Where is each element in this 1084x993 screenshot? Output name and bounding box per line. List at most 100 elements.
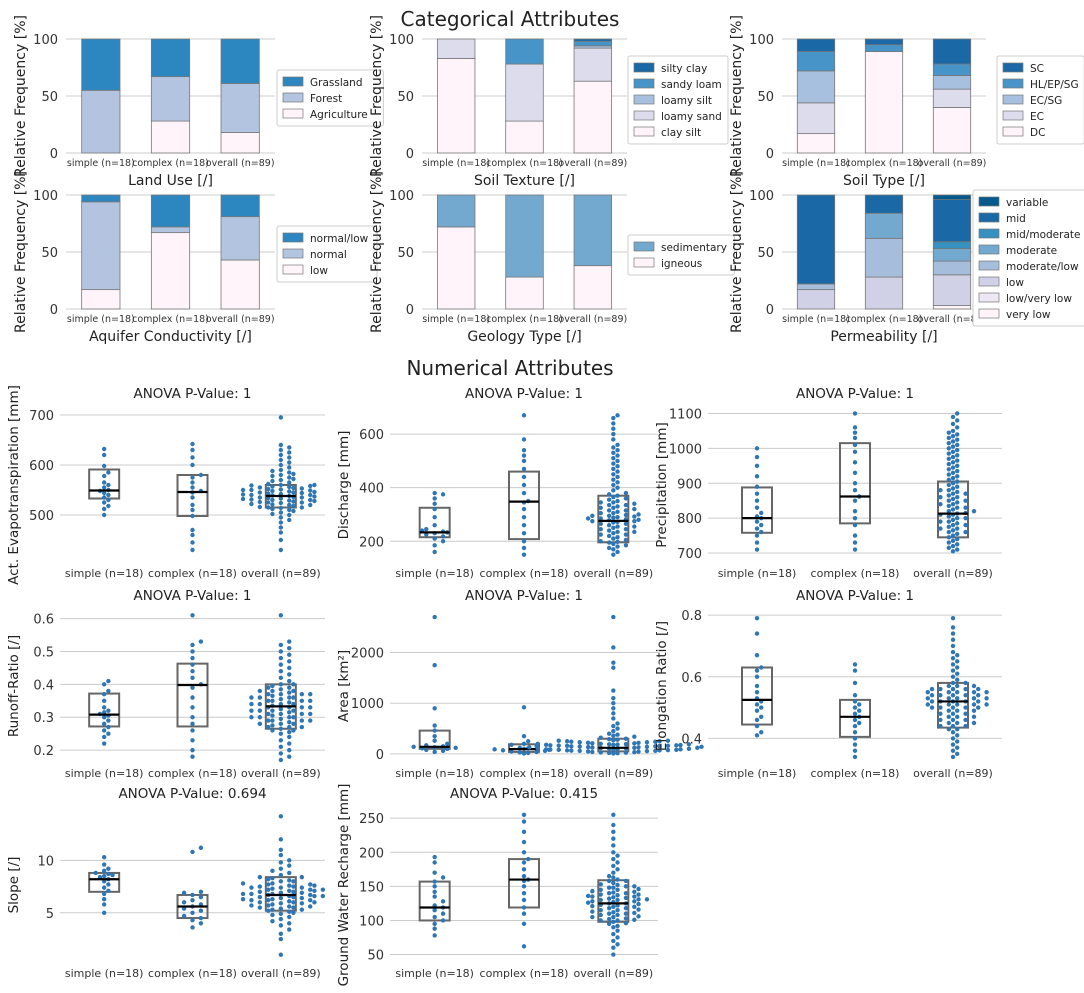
- data-point: [308, 898, 313, 903]
- data-point: [521, 506, 527, 512]
- data-point: [963, 693, 968, 698]
- data-point: [240, 492, 246, 497]
- data-point: [287, 870, 292, 876]
- data-point: [754, 652, 760, 658]
- data-point: [955, 696, 960, 701]
- data-point: [287, 690, 292, 695]
- data-point: [249, 891, 254, 897]
- data-point: [611, 931, 616, 937]
- data-point: [611, 536, 616, 541]
- y-tick-label: 5: [46, 907, 54, 922]
- data-point: [424, 747, 429, 753]
- data-point: [312, 900, 317, 905]
- y-tick-label: 0: [766, 303, 774, 318]
- data-point: [278, 731, 284, 736]
- data-point: [852, 435, 858, 441]
- legend-swatch: [633, 94, 655, 105]
- data-point: [950, 454, 956, 460]
- legend-label: moderate/low: [1006, 261, 1079, 273]
- data-point: [266, 724, 271, 730]
- data-point: [440, 534, 446, 539]
- data-point: [623, 920, 629, 926]
- data-point: [929, 686, 935, 692]
- data-point: [266, 718, 271, 723]
- data-point: [971, 720, 977, 726]
- data-point: [101, 480, 107, 485]
- data-point: [101, 715, 107, 720]
- y-tick-label: 1000: [351, 697, 384, 712]
- data-point: [190, 507, 195, 513]
- data-point: [695, 745, 700, 751]
- data-point: [615, 737, 620, 742]
- data-point: [950, 538, 956, 544]
- data-point: [606, 545, 612, 551]
- data-point: [424, 526, 429, 532]
- y-tick-label: 50: [397, 90, 414, 105]
- data-point: [278, 477, 284, 483]
- y-tick-label: 400: [359, 482, 384, 497]
- data-point: [950, 470, 956, 475]
- data-point: [101, 446, 107, 452]
- data-point: [971, 683, 977, 689]
- data-point: [615, 721, 620, 726]
- bar-segment-clay-silt: [573, 80, 613, 154]
- data-point: [278, 711, 284, 717]
- bar-segment-hl-ep-sg: [864, 44, 904, 52]
- legend-swatch: [633, 62, 655, 73]
- data-point: [950, 668, 956, 673]
- data-point: [190, 695, 195, 700]
- data-point: [611, 645, 616, 650]
- data-point: [615, 750, 620, 756]
- data-point: [521, 867, 527, 872]
- legend-label: mid/moderate: [1006, 229, 1080, 241]
- data-point: [270, 478, 275, 484]
- data-point: [270, 896, 275, 902]
- data-point: [101, 885, 107, 890]
- x-axis-label: Soil Texture [/]: [474, 173, 575, 189]
- y-tick-label: 100: [359, 914, 384, 929]
- data-point: [946, 430, 951, 435]
- legend-label: SC: [1030, 63, 1044, 75]
- data-point: [287, 878, 292, 883]
- data-point: [299, 490, 305, 496]
- data-point: [521, 819, 527, 824]
- y-tick-label: 50: [397, 246, 414, 261]
- data-point: [754, 474, 760, 479]
- data-point: [636, 907, 641, 912]
- data-point: [432, 543, 437, 548]
- legend-label: Agriculture: [310, 109, 368, 121]
- data-point: [521, 829, 527, 835]
- box-swarm-chart-3: 700 800 900 1000 1100 ANOVA P-Value: 1 simple …: [654, 386, 1002, 580]
- data-point: [963, 686, 968, 692]
- x-axis-label: Aquifer Conductivity [/]: [89, 329, 252, 345]
- data-point: [852, 723, 858, 729]
- data-point: [278, 906, 284, 911]
- data-point: [852, 748, 858, 753]
- data-point: [946, 456, 951, 462]
- data-point: [249, 898, 254, 903]
- data-point: [190, 613, 195, 618]
- data-point: [278, 613, 284, 618]
- x-tick-label: simple (n=18): [67, 314, 135, 325]
- data-point: [270, 718, 275, 723]
- data-point: [101, 741, 107, 746]
- data-point: [521, 733, 527, 739]
- data-point: [852, 522, 858, 528]
- data-point: [955, 458, 960, 463]
- data-point: [270, 881, 275, 886]
- data-point: [278, 879, 284, 884]
- data-point: [492, 747, 497, 752]
- x-tick-label: complex (n=18): [811, 767, 900, 780]
- x-axis-label: Land Use [/]: [128, 173, 213, 189]
- data-point: [190, 675, 195, 680]
- data-point: [190, 917, 195, 923]
- legend: variable mid mid/moderate moderate moderate/…: [972, 189, 1084, 327]
- data-point: [852, 411, 858, 416]
- data-point: [955, 515, 960, 521]
- data-point: [955, 447, 960, 453]
- data-point: [287, 741, 292, 746]
- data-point: [190, 728, 195, 733]
- bar-segment-sandy-loam: [505, 38, 544, 65]
